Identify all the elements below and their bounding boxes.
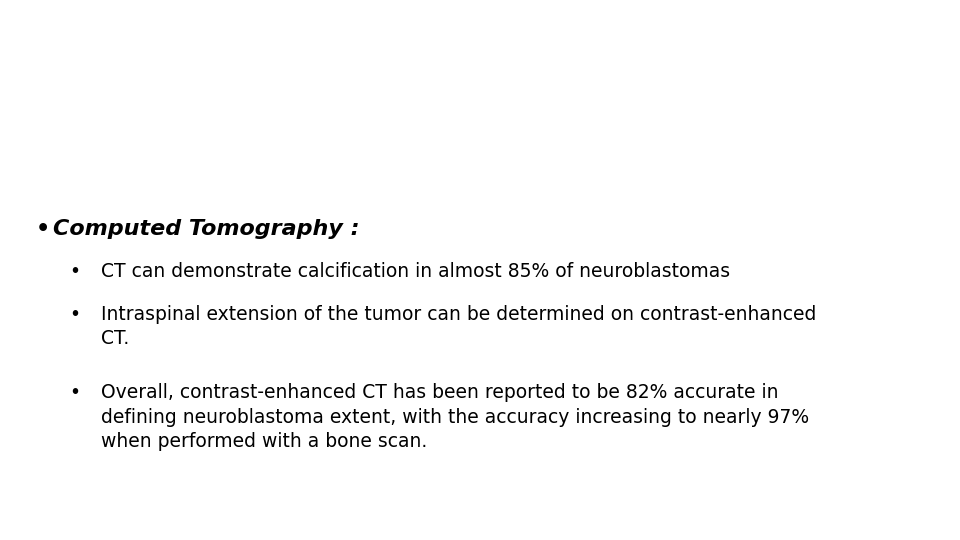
- Text: Overall, contrast-enhanced CT has been reported to be 82% accurate in
defining n: Overall, contrast-enhanced CT has been r…: [101, 383, 809, 451]
- Text: Intraspinal extension of the tumor can be determined on contrast-enhanced
CT.: Intraspinal extension of the tumor can b…: [101, 305, 816, 348]
- Text: CT can demonstrate calcification in almost 85% of neuroblastomas: CT can demonstrate calcification in almo…: [101, 262, 730, 281]
- Text: Computed Tomography :: Computed Tomography :: [53, 219, 359, 239]
- Text: •: •: [69, 305, 81, 324]
- Text: •: •: [69, 262, 81, 281]
- Text: •: •: [69, 383, 81, 402]
- Text: •: •: [36, 219, 50, 239]
